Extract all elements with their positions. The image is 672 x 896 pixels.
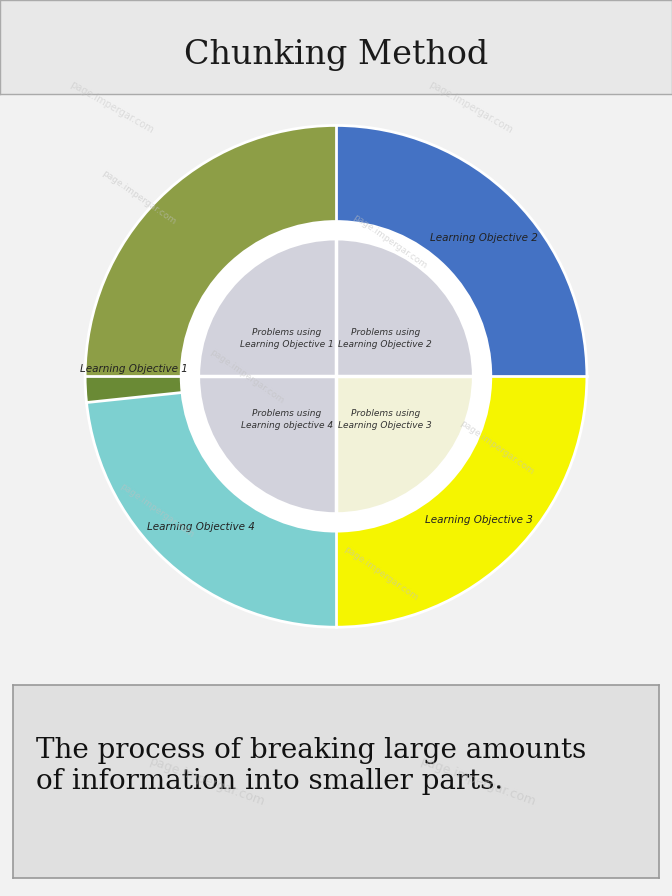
Wedge shape <box>336 238 474 376</box>
Text: Problems using
Learning objective 4: Problems using Learning objective 4 <box>241 409 333 429</box>
Text: page.impergar.com: page.impergar.com <box>118 482 196 539</box>
Wedge shape <box>198 238 336 376</box>
Text: page.impergar.com: page.impergar.com <box>100 168 177 226</box>
Wedge shape <box>85 125 336 627</box>
Text: page.impergar.com: page.impergar.com <box>147 754 267 809</box>
Wedge shape <box>336 376 474 514</box>
Text: Learning Objective 1: Learning Objective 1 <box>80 365 187 375</box>
Wedge shape <box>336 125 587 376</box>
Text: Learning Objective 3: Learning Objective 3 <box>425 514 533 524</box>
Wedge shape <box>198 376 336 514</box>
Wedge shape <box>85 376 183 402</box>
Text: The process of breaking large amounts
of information into smaller parts.: The process of breaking large amounts of… <box>36 737 586 796</box>
Text: page.impergar.com: page.impergar.com <box>208 348 285 405</box>
Text: page.impergar.com: page.impergar.com <box>458 419 536 477</box>
Wedge shape <box>86 390 336 627</box>
Text: Learning Objective 2: Learning Objective 2 <box>430 233 538 243</box>
Wedge shape <box>336 376 587 627</box>
Text: page.impergar.com: page.impergar.com <box>351 213 429 271</box>
Text: page.impergar.com: page.impergar.com <box>342 545 419 602</box>
Wedge shape <box>182 222 490 530</box>
Text: page.impergar.com: page.impergar.com <box>419 754 538 809</box>
Text: page.impergar.com: page.impergar.com <box>427 80 514 135</box>
Text: Problems using
Learning Objective 1: Problems using Learning Objective 1 <box>240 329 333 349</box>
Text: Learning Objective 4: Learning Objective 4 <box>146 521 255 532</box>
Text: Problems using
Learning Objective 2: Problems using Learning Objective 2 <box>339 329 432 349</box>
Text: Chunking Method: Chunking Method <box>184 39 488 71</box>
Text: Problems using
Learning Objective 3: Problems using Learning Objective 3 <box>339 409 432 429</box>
Text: page.impergar.com: page.impergar.com <box>69 80 155 135</box>
